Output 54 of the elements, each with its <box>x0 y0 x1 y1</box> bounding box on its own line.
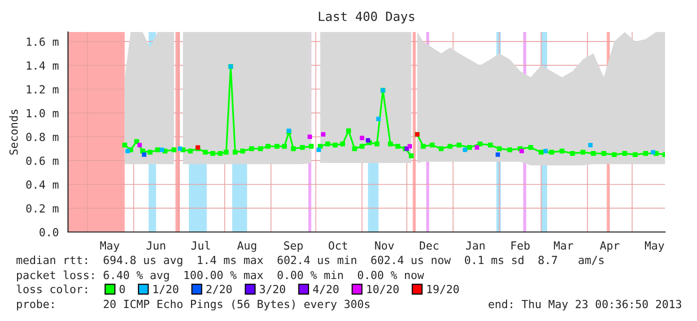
point <box>160 148 164 152</box>
point <box>137 142 142 148</box>
y-tick-label: 0.6 m <box>26 156 58 165</box>
y-tick-label: 0.8 m <box>26 132 58 142</box>
x-tick-label: May <box>644 241 664 252</box>
legend-label: 19/20 <box>427 284 459 294</box>
y-tick-label: 1.6 m <box>26 38 58 46</box>
point <box>316 148 321 152</box>
x-tick-label: Jul <box>191 241 210 250</box>
y-axis-title: Seconds <box>9 110 18 155</box>
point <box>474 145 480 150</box>
point <box>496 152 500 157</box>
legend-title: loss color: <box>16 284 87 294</box>
x-tick-label: Nov <box>375 241 394 250</box>
y-tick-label: 1.2 m <box>26 85 58 94</box>
x-tick-label: Mar <box>554 241 574 250</box>
y-tick-label: 0.2 m <box>26 204 58 213</box>
x-tick-label: Jan <box>466 241 484 250</box>
chart-title: Last 400 Days <box>318 12 414 24</box>
point <box>520 148 524 154</box>
text: probe: 20 ICMP Echo Pings (56 Bytes) every 300s <box>17 300 370 310</box>
x-tick-label: Oct <box>328 241 348 250</box>
point <box>178 146 182 151</box>
x-tick-label: Jun <box>146 241 166 250</box>
point <box>142 152 146 157</box>
text: end: Thu May 23 00:36:50 2013 <box>488 300 682 310</box>
point <box>126 148 130 154</box>
text: packet loss: 6.40 % avg 100.00 % max 0.00 % min 0.00 % now <box>17 270 424 282</box>
x-tick-label: May <box>100 241 120 252</box>
point <box>462 148 468 152</box>
legend-label: 1/20 <box>154 284 178 294</box>
legend-label: 4/20 <box>313 284 339 294</box>
point <box>650 150 656 154</box>
point <box>308 134 312 139</box>
legend-label: 3/20 <box>260 284 286 294</box>
point <box>588 142 593 148</box>
x-tick-label: Aug <box>237 241 256 252</box>
text: median rtt: 694.8 us avg 1.4 ms max 602.4 us min 602.4 us now 0.1 ms sd 8.7 am/s <box>16 256 604 266</box>
x-tick-label: Feb <box>511 241 530 250</box>
legend-label: 0 <box>120 284 125 294</box>
point <box>366 138 370 143</box>
legend-label: 10/20 <box>367 284 399 294</box>
x-tick-label: Apr <box>600 241 620 252</box>
point <box>321 132 326 137</box>
y-tick-label: 0.0 <box>40 228 58 236</box>
point <box>543 148 548 154</box>
x-tick-label: Sep <box>284 241 303 252</box>
point <box>376 116 381 122</box>
point <box>408 144 412 148</box>
y-tick-label: 1.0 m <box>26 108 58 118</box>
legend-label: 2/20 <box>206 284 232 294</box>
x-tick-label: Dec <box>420 241 438 250</box>
y-tick-label: 0.4 m <box>26 180 58 189</box>
y-tick-label: 1.4 m <box>26 61 58 70</box>
